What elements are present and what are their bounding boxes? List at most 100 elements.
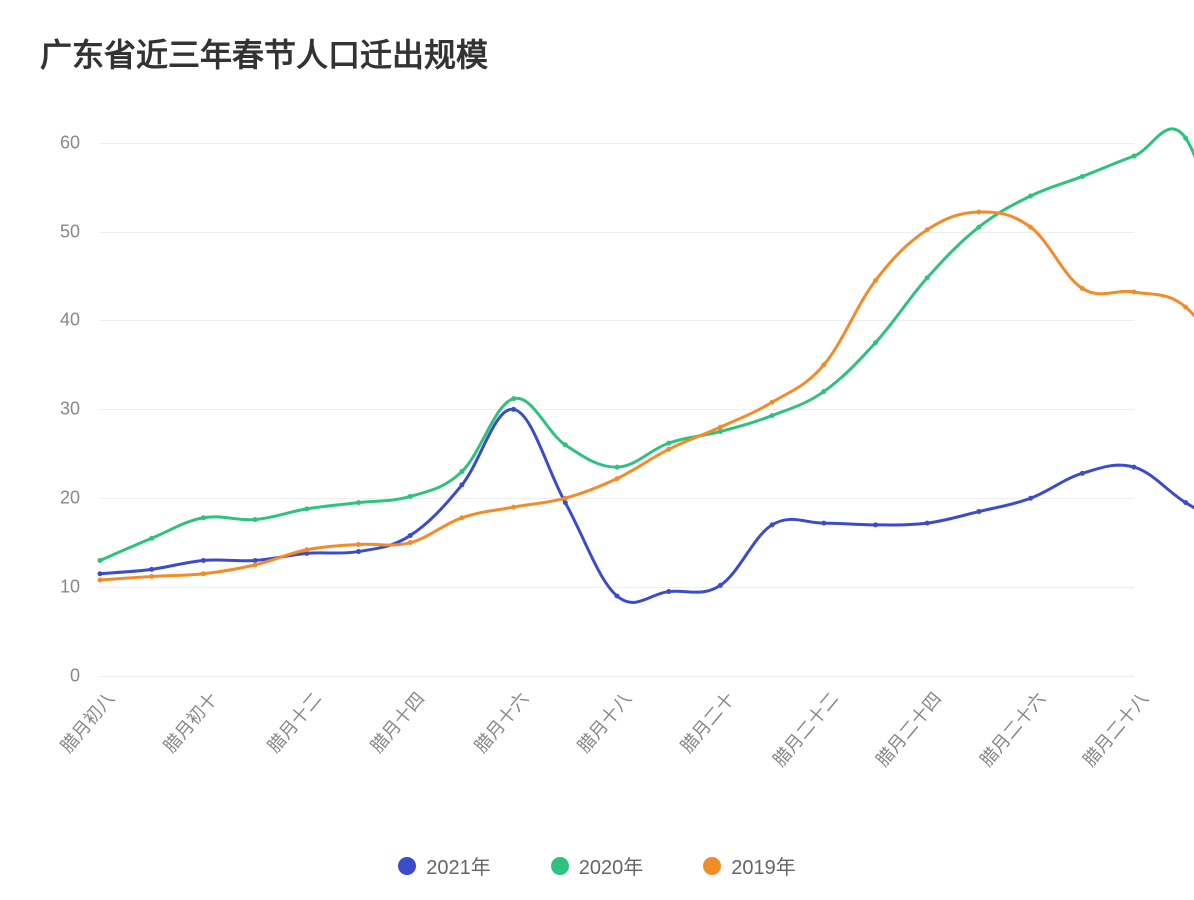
series-point [253, 562, 258, 567]
series-point [925, 521, 930, 526]
x-tick-label: 腊月二十六 [973, 686, 1051, 772]
series-point [356, 549, 361, 554]
chart-title: 广东省近三年春节人口迁出规模 [40, 30, 1154, 76]
series-point [149, 574, 154, 579]
legend-dot-icon [703, 857, 721, 875]
series-line-2021年 [100, 409, 1194, 602]
y-axis: 0102030405060 [40, 116, 90, 676]
series-point [1183, 500, 1188, 505]
series-point [356, 500, 361, 505]
series-point [98, 578, 103, 583]
series-point [1132, 465, 1137, 470]
series-point [615, 594, 620, 599]
legend-dot-icon [551, 857, 569, 875]
series-point [201, 571, 206, 576]
x-tick-label: 腊月十八 [571, 686, 637, 758]
y-tick-label: 10 [60, 577, 80, 598]
series-point [873, 278, 878, 283]
series-point [149, 536, 154, 541]
series-point [1028, 194, 1033, 199]
series-point [1183, 136, 1188, 141]
x-tick-label: 腊月初八 [54, 686, 120, 758]
series-point [563, 500, 568, 505]
series-point [459, 469, 464, 474]
series-point [873, 522, 878, 527]
y-tick-label: 60 [60, 132, 80, 153]
y-tick-label: 40 [60, 310, 80, 331]
series-svg [100, 116, 1134, 676]
series-point [459, 482, 464, 487]
series-point [304, 547, 309, 552]
series-point [821, 389, 826, 394]
series-point [304, 506, 309, 511]
series-point [1132, 154, 1137, 159]
series-point [1132, 290, 1137, 295]
series-point [925, 275, 930, 280]
series-point [1080, 286, 1085, 291]
series-point [615, 476, 620, 481]
series-point [821, 362, 826, 367]
legend-item[interactable]: 2020年 [551, 851, 644, 880]
series-point [408, 533, 413, 538]
series-point [511, 407, 516, 412]
x-tick-label: 腊月初十 [157, 686, 223, 758]
series-point [408, 494, 413, 499]
x-tick-label: 腊月十四 [364, 686, 430, 758]
series-point [563, 442, 568, 447]
series-point [253, 558, 258, 563]
series-point [201, 558, 206, 563]
chart-container: 广东省近三年春节人口迁出规模 0102030405060 腊月初八腊月初十腊月十… [0, 0, 1194, 900]
y-tick-label: 30 [60, 399, 80, 420]
legend-item[interactable]: 2021年 [398, 851, 491, 880]
series-point [459, 515, 464, 520]
x-tick-label: 腊月十六 [467, 686, 533, 758]
series-point [666, 589, 671, 594]
x-tick-label: 腊月二十八 [1076, 686, 1154, 772]
series-point [873, 340, 878, 345]
plot-area [100, 116, 1134, 676]
series-point [1080, 471, 1085, 476]
series-point [770, 413, 775, 418]
series-point [201, 515, 206, 520]
y-tick-label: 50 [60, 221, 80, 242]
series-point [976, 210, 981, 215]
series-point [615, 465, 620, 470]
y-tick-label: 0 [70, 666, 80, 687]
series-point [563, 496, 568, 501]
series-point [149, 567, 154, 572]
series-point [976, 225, 981, 230]
series-point [718, 583, 723, 588]
plot-wrap: 0102030405060 腊月初八腊月初十腊月十二腊月十四腊月十六腊月十八腊月… [40, 116, 1154, 736]
x-tick-label: 腊月二十 [674, 686, 740, 758]
series-point [821, 521, 826, 526]
series-point [98, 571, 103, 576]
x-tick-label: 腊月二十二 [766, 686, 844, 772]
legend-label: 2019年 [731, 851, 796, 880]
legend-label: 2021年 [426, 851, 491, 880]
legend-dot-icon [398, 857, 416, 875]
series-point [925, 227, 930, 232]
series-point [98, 558, 103, 563]
series-point [1080, 174, 1085, 179]
series-point [1183, 305, 1188, 310]
gridline [100, 676, 1134, 677]
legend-label: 2020年 [579, 851, 644, 880]
series-point [511, 396, 516, 401]
series-point [976, 509, 981, 514]
y-tick-label: 20 [60, 488, 80, 509]
x-tick-label: 腊月二十四 [869, 686, 947, 772]
x-axis: 腊月初八腊月初十腊月十二腊月十四腊月十六腊月十八腊月二十腊月二十二腊月二十四腊月… [100, 686, 1134, 806]
series-point [718, 425, 723, 430]
legend-item[interactable]: 2019年 [703, 851, 796, 880]
series-point [408, 540, 413, 545]
series-point [718, 429, 723, 434]
series-point [770, 400, 775, 405]
x-tick-label: 腊月十二 [261, 686, 327, 758]
series-line-2019年 [100, 212, 1194, 580]
legend: 2021年 2020年 2019年 [0, 851, 1194, 880]
series-point [1028, 225, 1033, 230]
series-point [511, 505, 516, 510]
series-point [1028, 496, 1033, 501]
series-point [666, 441, 671, 446]
series-point [666, 447, 671, 452]
